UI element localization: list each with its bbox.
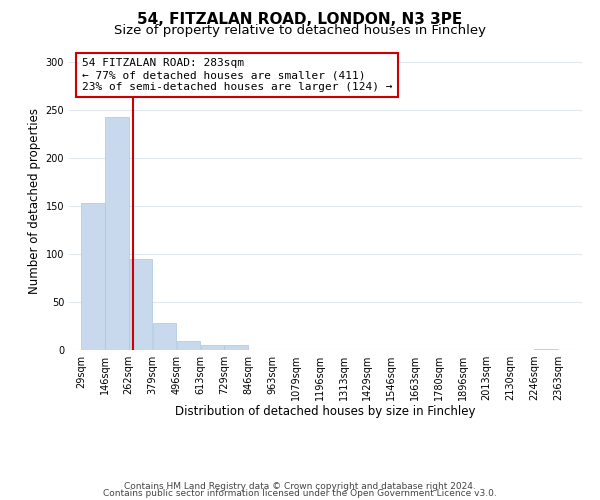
Y-axis label: Number of detached properties: Number of detached properties <box>28 108 41 294</box>
Text: Size of property relative to detached houses in Finchley: Size of property relative to detached ho… <box>114 24 486 37</box>
Bar <box>224 345 248 350</box>
Bar <box>105 117 129 350</box>
Text: Contains HM Land Registry data © Crown copyright and database right 2024.: Contains HM Land Registry data © Crown c… <box>124 482 476 491</box>
Text: 54, FITZALAN ROAD, LONDON, N3 3PE: 54, FITZALAN ROAD, LONDON, N3 3PE <box>137 12 463 28</box>
Bar <box>534 349 558 350</box>
X-axis label: Distribution of detached houses by size in Finchley: Distribution of detached houses by size … <box>175 404 476 417</box>
Text: Contains public sector information licensed under the Open Government Licence v3: Contains public sector information licen… <box>103 488 497 498</box>
Bar <box>200 345 224 350</box>
Bar <box>176 342 200 350</box>
Bar <box>152 323 176 350</box>
Text: 54 FITZALAN ROAD: 283sqm
← 77% of detached houses are smaller (411)
23% of semi-: 54 FITZALAN ROAD: 283sqm ← 77% of detach… <box>82 58 392 92</box>
Bar <box>129 259 152 350</box>
Bar <box>81 203 105 350</box>
